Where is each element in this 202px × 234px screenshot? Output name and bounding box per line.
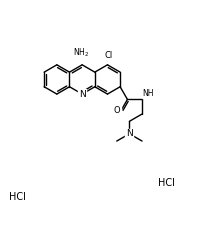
Text: N: N <box>125 129 132 138</box>
Text: N: N <box>78 90 85 99</box>
Text: HCl: HCl <box>157 178 174 188</box>
Text: HCl: HCl <box>9 192 26 202</box>
Text: Cl: Cl <box>104 51 112 60</box>
Text: NH: NH <box>142 89 153 98</box>
Text: O: O <box>113 106 120 115</box>
Text: NH$_2$: NH$_2$ <box>73 47 89 59</box>
